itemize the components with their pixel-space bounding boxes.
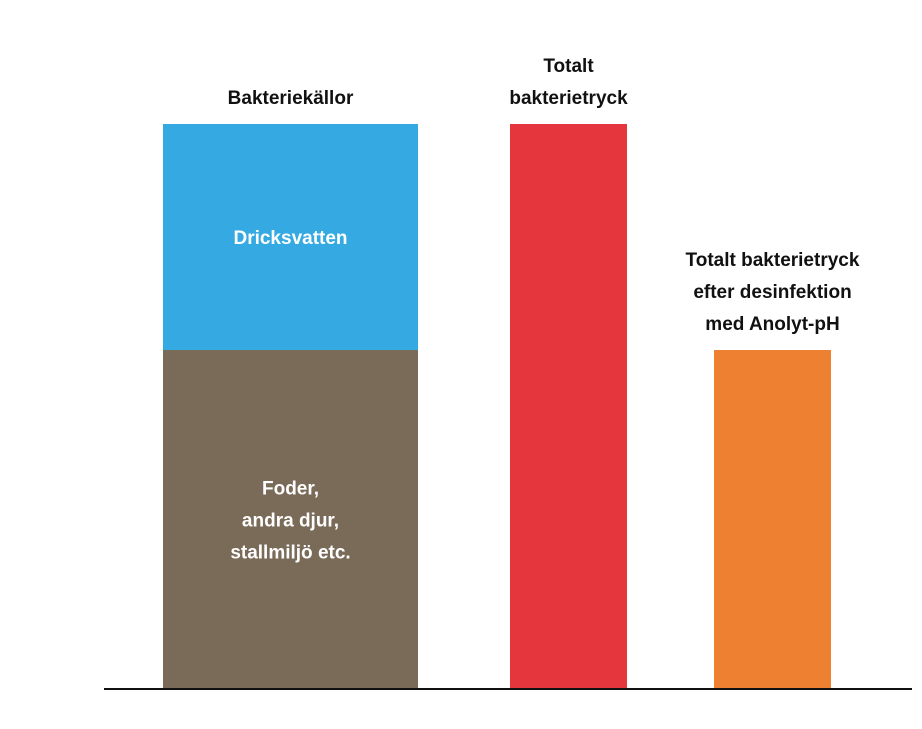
segment-label-0-0-1: andra djur, [242,511,339,532]
bar-segment-0-0 [163,350,418,689]
bar-segment-2-2 [714,350,831,689]
segment-label-0-0-0: Foder, [262,479,319,500]
category-label-2-1: efter desinfektion [693,282,851,303]
category-label-1-1: bakterietryck [509,88,628,109]
bar-segment-0-1 [163,124,418,350]
bar-segment-1-2 [510,124,627,689]
segment-label-0-0-2: stallmiljö etc. [230,543,350,564]
category-label-2-2: med Anolyt-pH [705,314,839,335]
category-label-2-0: Totalt bakterietryck [686,250,860,271]
category-label-0-0: Bakteriekällor [228,88,354,109]
labels-layer: Foder, andra djur, stallmiljö etc. Dricksva… [228,56,860,564]
segment-label-0-1-0: Dricksvatten [233,228,347,249]
bars-layer [163,124,831,689]
category-label-1-0: Totalt [543,56,594,77]
